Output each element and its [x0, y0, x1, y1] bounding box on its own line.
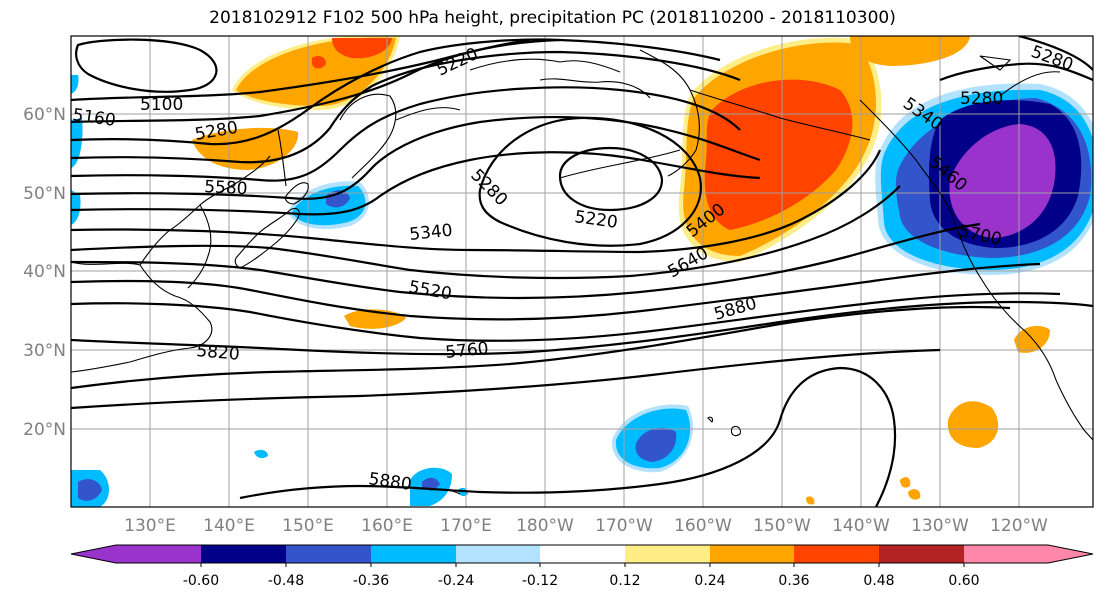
colorbar-segment: [540, 545, 625, 563]
colorbar-segment: [794, 545, 879, 563]
coastlines: [71, 49, 1093, 495]
lat-label: 60°N: [23, 105, 66, 125]
contour-label: 5820: [196, 341, 241, 365]
colorbar-segment: [710, 545, 794, 563]
colorbar-segment: [286, 545, 371, 563]
colorbar-segment: [879, 545, 964, 563]
lon-label: 130°W: [911, 516, 969, 536]
hawaii-coast: [730, 425, 741, 437]
lon-label: 140°W: [832, 516, 890, 536]
colorbar-tick-label: -0.36: [353, 573, 389, 589]
lon-label: 150°W: [753, 516, 811, 536]
kamchatka-coast: [339, 93, 397, 179]
height-contours: [71, 36, 1093, 507]
colorbar-tick-label: 0.12: [609, 573, 640, 589]
lon-label: 140°E: [203, 516, 255, 536]
contour-label-group: 5160 5100 5220 5280 5580 5280 5220 5340 …: [71, 42, 1075, 495]
colorbar-outline: [70, 544, 1094, 564]
lon-label: 120°W: [990, 516, 1048, 536]
korea-coast: [187, 204, 212, 289]
colorbar-segment: [964, 545, 1093, 563]
colorbar-tick-label: 0.36: [778, 573, 809, 589]
bc-coast: [859, 99, 953, 215]
colorbar-segment: [71, 545, 201, 563]
aleutians-coast: [559, 149, 681, 179]
lat-label: 40°N: [23, 262, 66, 282]
colorbar: -0.60 -0.48 -0.36 -0.24 -0.12 0.12 0.24 …: [70, 544, 1094, 589]
colorbar-tick-label: -0.12: [522, 573, 558, 589]
us-west-coast: [951, 213, 1093, 441]
colorbar-tick-label: 0.24: [694, 573, 725, 589]
asia-coast: [71, 261, 213, 373]
colorbar-segment: [201, 545, 286, 563]
contour-label: 5100: [140, 95, 183, 115]
colorbar-segment: [371, 545, 456, 563]
colorbar-segment: [625, 545, 710, 563]
colorbar-tick-label: -0.48: [268, 573, 304, 589]
page-title: 2018102912 F102 500 hPa height, precipit…: [209, 8, 896, 28]
map-frame: [70, 35, 1094, 508]
lon-label: 170°W: [595, 516, 653, 536]
lon-label: 170°E: [440, 516, 492, 536]
colorbar-tick-label: -0.60: [183, 573, 219, 589]
sakhalin-coast: [277, 129, 287, 187]
contour-label: 5580: [204, 177, 248, 199]
colorbar-segment: [456, 545, 540, 563]
latitude-labels: 60°N 50°N 40°N 30°N 20°N: [23, 105, 66, 440]
lat-label: 20°N: [23, 420, 66, 440]
longitude-labels: 130°E 140°E 150°E 160°E 170°E 180°W 170°…: [124, 516, 1048, 536]
contour-label: 5340: [408, 221, 453, 245]
lon-label: 160°W: [674, 516, 732, 536]
colorbar-tick-label: 0.60: [948, 573, 979, 589]
contour-label: 5760: [444, 339, 489, 363]
chukotka-coast: [469, 58, 621, 73]
lon-label: 150°E: [282, 516, 334, 536]
lon-label: 180°W: [516, 516, 574, 536]
lat-label: 30°N: [23, 341, 66, 361]
alaska-coast: [639, 49, 700, 177]
lon-label: 160°E: [361, 516, 413, 536]
lon-label: 130°E: [124, 516, 176, 536]
colorbar-tick-label: -0.24: [438, 573, 474, 589]
lat-label: 50°N: [23, 184, 66, 204]
contour-label: 5280: [960, 89, 1003, 109]
colorbar-tick-label: 0.48: [863, 573, 894, 589]
